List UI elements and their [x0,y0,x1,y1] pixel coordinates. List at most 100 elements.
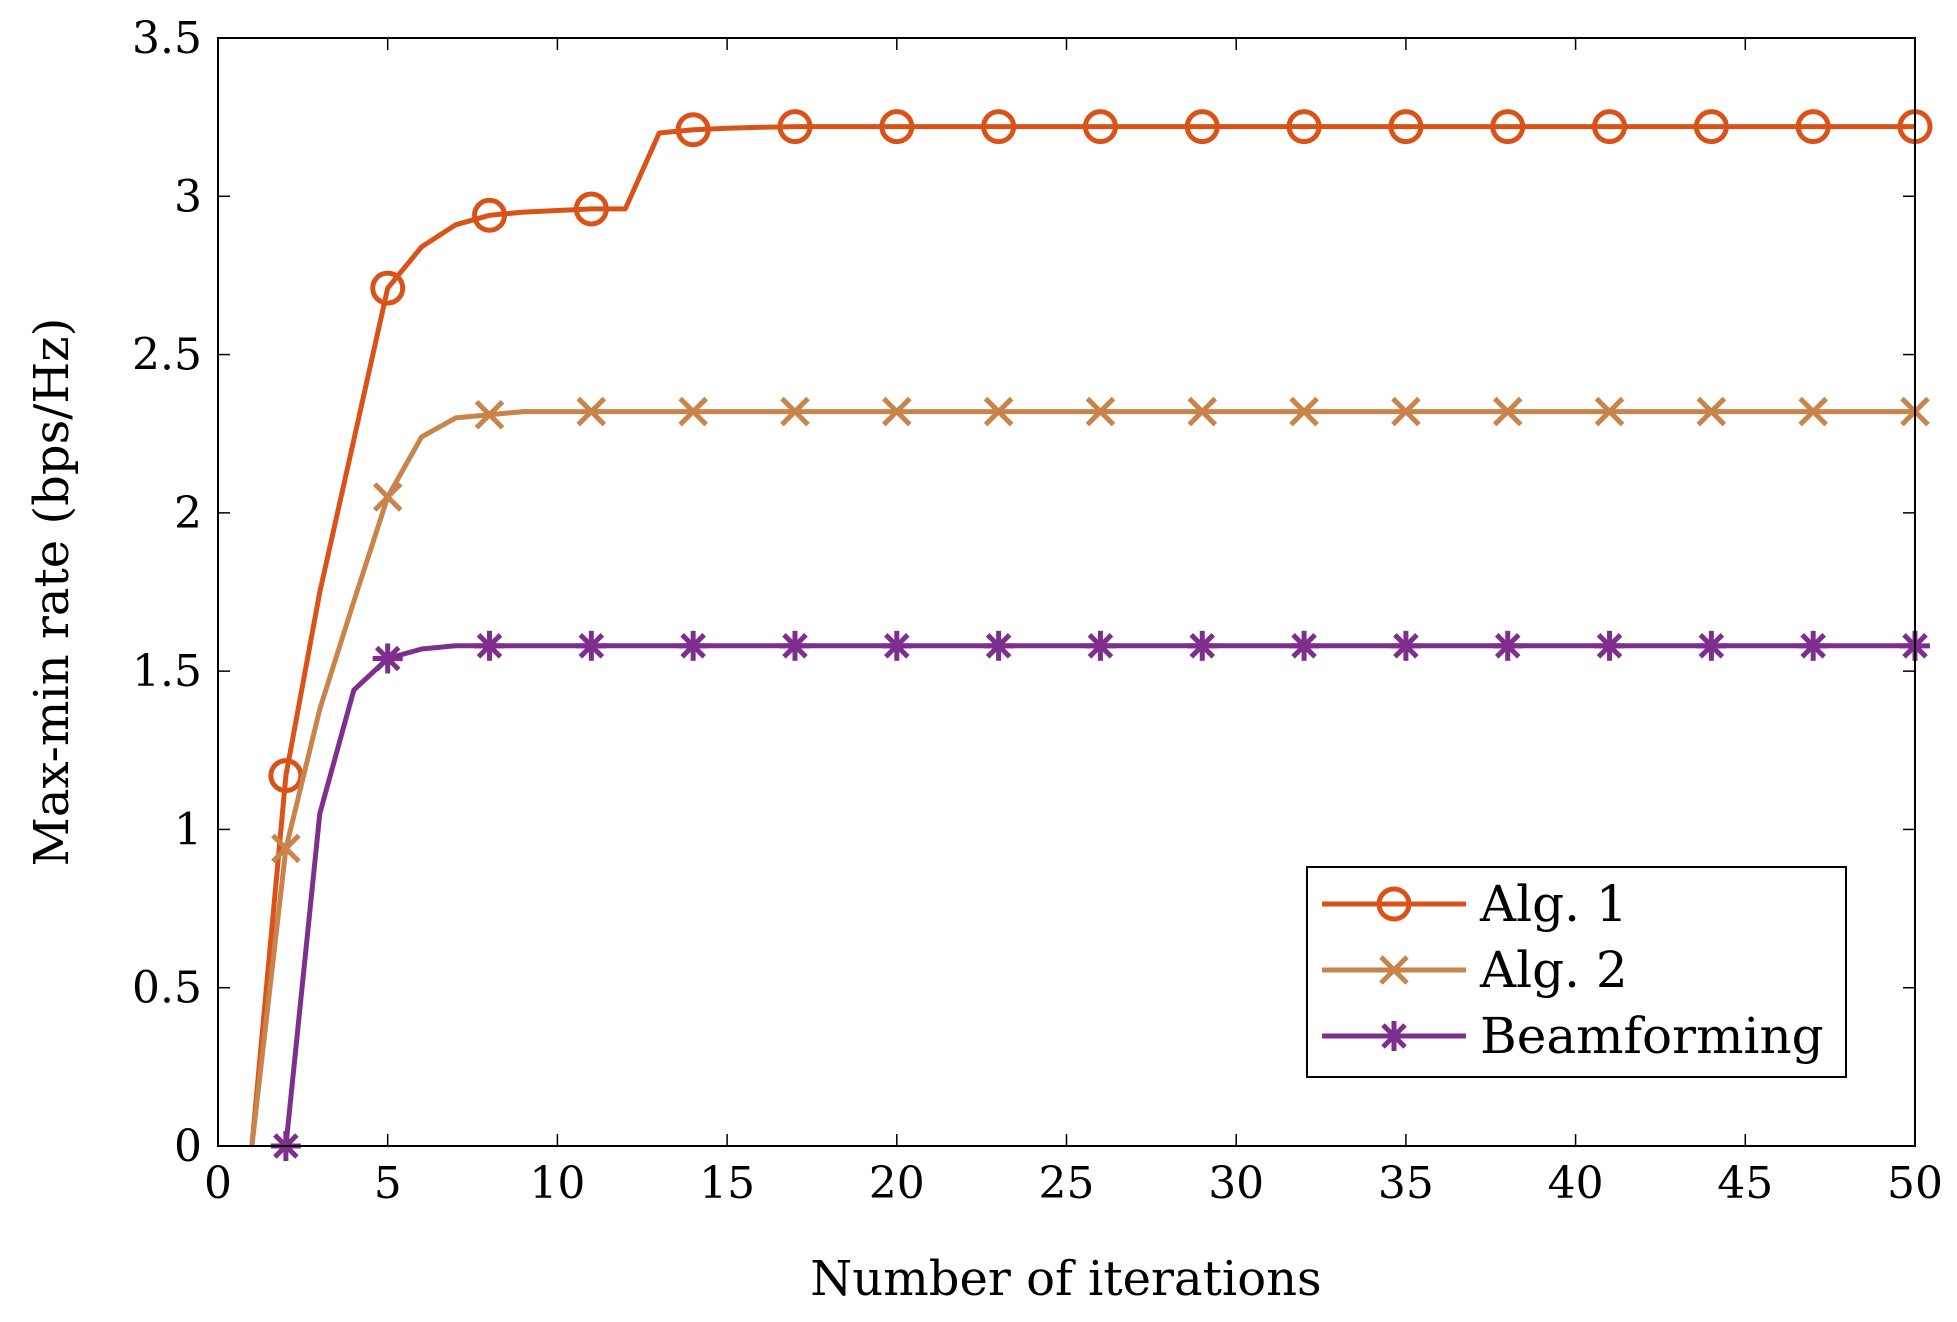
data-point-beamforming-4 [678,630,709,661]
y-tick-label-6: 3 [174,171,202,222]
legend-swatch-alg-2 [1322,955,1466,985]
x-tick-label-6: 30 [1208,1158,1264,1209]
y-tick-label-4: 2 [174,488,202,539]
data-point-alg-2-7 [983,396,1014,427]
data-point-alg-2-14-stroke-b [1696,396,1727,427]
data-point-beamforming-10-stroke-d2 [1291,633,1317,659]
legend-marker-alg-2-stroke-b [1379,955,1409,985]
data-point-alg-2-2 [474,399,505,430]
data-point-beamforming-3-stroke-d2 [578,633,605,659]
data-point-beamforming-11 [1390,630,1421,661]
legend: Alg. 1 Alg. 2 Beamforming [1306,866,1847,1078]
data-point-alg-2-7-stroke-b [983,396,1014,427]
x-axis-title: Number of iterations [810,1251,1321,1307]
data-point-beamforming-6 [881,630,912,661]
data-point-alg-1-4 [675,112,711,148]
data-point-alg-1-14 [1693,109,1729,145]
data-point-alg-2-6-stroke-b [882,396,912,427]
data-point-beamforming-9 [1187,630,1218,661]
y-tick-label-3: 1.5 [132,646,202,697]
data-point-alg-2-13 [1594,396,1625,427]
data-point-alg-2-4 [678,396,708,427]
data-point-alg-1-13 [1592,109,1628,145]
data-point-beamforming-7-stroke-d2 [985,633,1012,659]
data-point-alg-1-6 [879,109,915,145]
data-point-alg-2-11-stroke-b [1391,396,1421,427]
data-point-alg-2-9 [1187,396,1218,427]
data-point-beamforming-1 [372,643,403,674]
data-point-alg-1-12 [1490,109,1526,145]
data-point-beamforming-15 [1798,630,1829,661]
data-point-beamforming-8 [1085,630,1116,661]
data-point-beamforming-13 [1594,630,1625,661]
data-point-alg-1-2 [472,197,508,233]
series-alg-1 [249,109,1933,1147]
data-point-beamforming-6-stroke-d2 [884,633,910,659]
legend-marker-beamforming [1379,1021,1409,1051]
series-alg-2 [249,396,1930,1147]
x-tick-label-1: 5 [374,1158,402,1209]
data-point-alg-2-3 [576,396,607,427]
legend-label-alg-1: Alg. 1 [1479,875,1628,933]
y-axis-title: Max-min rate (bps/Hz) [24,318,80,867]
data-point-alg-2-9-stroke-b [1187,396,1218,427]
data-point-alg-2-15 [1798,396,1828,427]
legend-marker-beamforming-stroke-d2 [1381,1023,1407,1049]
data-point-beamforming-7 [983,630,1014,661]
y-tick-label-0: 0 [174,1121,202,1172]
data-point-beamforming-5 [779,630,810,661]
data-point-alg-2-10-stroke-b [1289,396,1319,427]
data-point-alg-1-1 [370,270,406,306]
data-point-alg-2-14 [1696,396,1727,427]
data-point-beamforming-2-stroke-d2 [476,633,503,659]
data-point-alg-2-0 [271,833,301,864]
data-point-alg-2-6 [882,396,912,427]
data-point-beamforming-9-stroke-d2 [1189,633,1216,659]
x-tick-label-7: 35 [1378,1158,1434,1209]
x-tick-label-10: 50 [1887,1158,1943,1209]
legend-swatch-alg-1 [1322,886,1466,922]
data-point-alg-2-8-stroke-b [1085,396,1116,427]
data-point-alg-1-7 [981,109,1017,145]
data-point-alg-1-11 [1388,109,1424,145]
data-point-alg-2-10 [1289,396,1319,427]
data-point-alg-2-1 [372,482,403,512]
legend-label-alg-2: Alg. 2 [1479,941,1628,999]
legend-label-beamforming: Beamforming [1480,1007,1824,1065]
x-tick-label-0: 0 [204,1158,232,1209]
x-tick-label-4: 20 [869,1158,925,1209]
labels-layer: 0 5 10 15 20 25 30 35 40 45 50 0 0.5 1 1.5 2 2.5 3 3.5 [132,13,1943,1209]
data-point-alg-2-11 [1391,396,1421,427]
data-point-alg-2-15-stroke-b [1798,396,1828,427]
data-point-alg-1-5 [777,109,813,145]
x-tick-label-3: 15 [699,1158,755,1209]
data-point-beamforming-10 [1289,630,1320,661]
data-point-alg-1-0 [268,758,304,794]
data-point-beamforming-12 [1492,630,1523,661]
data-point-alg-2-4-stroke-b [678,396,708,427]
y-tick-label-1: 0.5 [132,963,202,1014]
data-point-beamforming-14 [1696,630,1727,661]
data-point-alg-1-8 [1082,109,1118,145]
data-point-alg-1-10 [1286,109,1322,145]
data-point-alg-2-2-stroke-b [474,399,505,430]
legend-item-alg-2: Alg. 2 [1322,941,1628,999]
series-line-alg-2 [249,409,1915,1147]
data-point-alg-2-1-stroke-b [372,482,403,512]
data-point-beamforming-3 [576,630,607,661]
data-point-beamforming-5-stroke-d2 [782,633,808,659]
data-point-alg-2-12-stroke-b [1492,396,1523,427]
legend-swatch-beamforming [1322,1021,1466,1051]
data-point-alg-1-3 [573,191,609,227]
y-tick-label-7: 3.5 [132,13,202,64]
x-tick-label-5: 25 [1039,1158,1095,1209]
data-point-alg-2-5 [780,396,810,427]
plot-frame [217,37,1916,1147]
data-point-beamforming-12-stroke-d2 [1494,633,1521,659]
data-point-beamforming-2 [474,630,505,661]
legend-marker-alg-1 [1376,886,1412,922]
legend-item-beamforming: Beamforming [1322,1007,1824,1065]
legend-item-alg-1: Alg. 1 [1322,875,1628,933]
